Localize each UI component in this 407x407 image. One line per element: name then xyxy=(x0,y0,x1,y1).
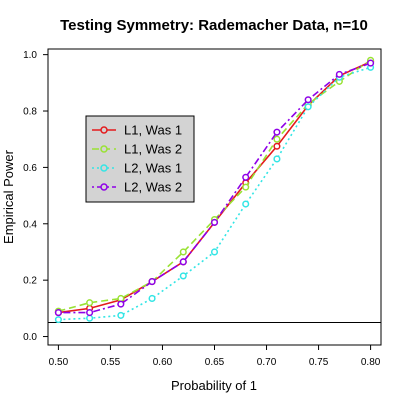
data-point xyxy=(273,155,281,163)
data-point xyxy=(86,314,94,322)
x-tick-label: 0.55 xyxy=(101,357,121,368)
data-point xyxy=(117,294,125,303)
x-tick-label: 0.65 xyxy=(205,357,225,368)
data-point xyxy=(179,248,187,256)
x-tick-label: 0.75 xyxy=(309,357,329,368)
legend: L1, Was 1 L1, Was 2 L2, Was 1 L2, Was 2 xyxy=(85,115,195,203)
data-point xyxy=(86,299,94,307)
data-point xyxy=(273,128,281,136)
legend-label: L1, Was 1 xyxy=(124,123,182,138)
legend-marker xyxy=(100,126,108,134)
data-point xyxy=(210,218,219,226)
y-tick-label: 0.8 xyxy=(23,107,37,118)
legend-label: L2, Was 2 xyxy=(124,180,182,195)
data-point xyxy=(210,248,219,256)
data-point xyxy=(242,183,250,191)
data-point xyxy=(304,96,312,104)
legend-item: L2, Was 2 xyxy=(92,180,182,195)
data-point xyxy=(179,258,187,266)
legend-item: L1, Was 1 xyxy=(92,123,182,138)
legend-label: L2, Was 1 xyxy=(124,161,182,176)
data-point xyxy=(273,135,281,143)
y-tick-label: 1.0 xyxy=(23,50,37,61)
plot-area xyxy=(48,56,381,324)
data-point xyxy=(54,316,62,324)
legend-label: L1, Was 2 xyxy=(124,142,182,157)
legend-marker xyxy=(100,164,108,172)
x-tick-label: 0.70 xyxy=(257,357,277,368)
data-point xyxy=(304,103,312,111)
legend-marker xyxy=(100,183,108,191)
data-point xyxy=(117,311,125,319)
data-point xyxy=(273,142,281,150)
y-tick-label: 0.4 xyxy=(23,219,37,230)
y-tick-label: 0.2 xyxy=(23,276,37,287)
x-tick-label: 0.60 xyxy=(153,357,173,368)
x-tick-label: 0.50 xyxy=(49,357,69,368)
y-tick-label: 0.0 xyxy=(23,332,37,343)
y-axis-label: Empirical Power xyxy=(1,149,16,244)
data-point xyxy=(179,272,187,280)
data-point xyxy=(54,309,62,317)
legend-item: L1, Was 2 xyxy=(92,142,182,157)
data-point xyxy=(367,59,375,67)
y-tick-label: 0.6 xyxy=(23,163,37,174)
legend-marker xyxy=(100,145,108,153)
data-point xyxy=(242,173,250,181)
y-axis: 0.0 0.2 0.4 0.6 0.8 1.0 xyxy=(23,50,48,343)
legend-item: L2, Was 1 xyxy=(92,161,182,176)
chart-title: Testing Symmetry: Rademacher Data, n=10 xyxy=(60,17,368,34)
x-axis: 0.50 0.55 0.60 0.65 0.70 0.75 0.80 xyxy=(49,345,381,368)
data-point xyxy=(335,70,343,78)
data-point xyxy=(148,278,156,286)
x-tick-label: 0.80 xyxy=(361,357,381,368)
series-l2-was-1 xyxy=(54,63,375,324)
x-axis-label: Probability of 1 xyxy=(171,378,257,393)
series-l2-was-2 xyxy=(54,59,375,317)
data-point xyxy=(242,200,250,208)
data-point xyxy=(117,300,125,308)
data-point xyxy=(148,294,156,303)
data-point xyxy=(86,309,94,317)
